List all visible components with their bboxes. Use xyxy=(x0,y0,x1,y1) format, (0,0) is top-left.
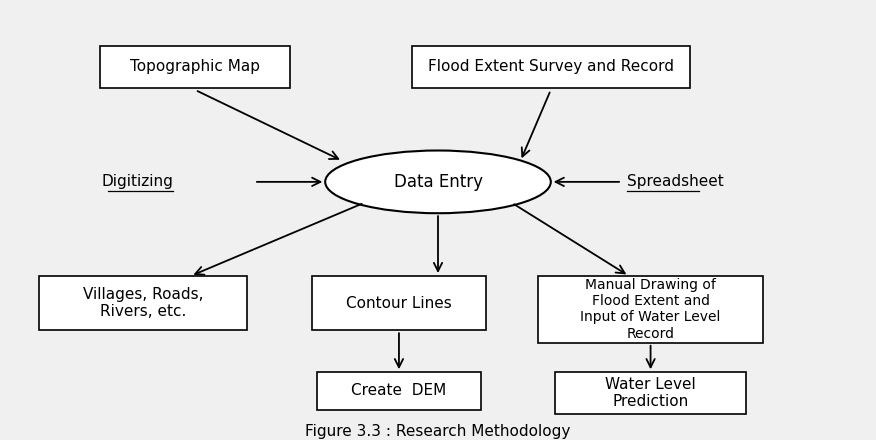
Text: Flood Extent Survey and Record: Flood Extent Survey and Record xyxy=(427,59,674,74)
FancyBboxPatch shape xyxy=(316,372,482,410)
Ellipse shape xyxy=(325,150,551,213)
Text: Contour Lines: Contour Lines xyxy=(346,296,452,311)
Text: Create  DEM: Create DEM xyxy=(351,383,447,399)
Text: Topographic Map: Topographic Map xyxy=(130,59,260,74)
Text: Manual Drawing of
Flood Extent and
Input of Water Level
Record: Manual Drawing of Flood Extent and Input… xyxy=(581,278,721,341)
Text: Data Entry: Data Entry xyxy=(393,173,483,191)
Text: Water Level
Prediction: Water Level Prediction xyxy=(605,377,696,409)
FancyBboxPatch shape xyxy=(39,276,247,330)
FancyBboxPatch shape xyxy=(538,276,763,343)
Text: Villages, Roads,
Rivers, etc.: Villages, Roads, Rivers, etc. xyxy=(82,287,203,319)
FancyBboxPatch shape xyxy=(555,372,746,414)
FancyBboxPatch shape xyxy=(100,46,291,88)
Text: Digitizing: Digitizing xyxy=(102,174,173,189)
Text: Spreadsheet: Spreadsheet xyxy=(627,174,724,189)
FancyBboxPatch shape xyxy=(312,276,485,330)
FancyBboxPatch shape xyxy=(412,46,689,88)
Text: Figure 3.3 : Research Methodology: Figure 3.3 : Research Methodology xyxy=(306,424,570,439)
